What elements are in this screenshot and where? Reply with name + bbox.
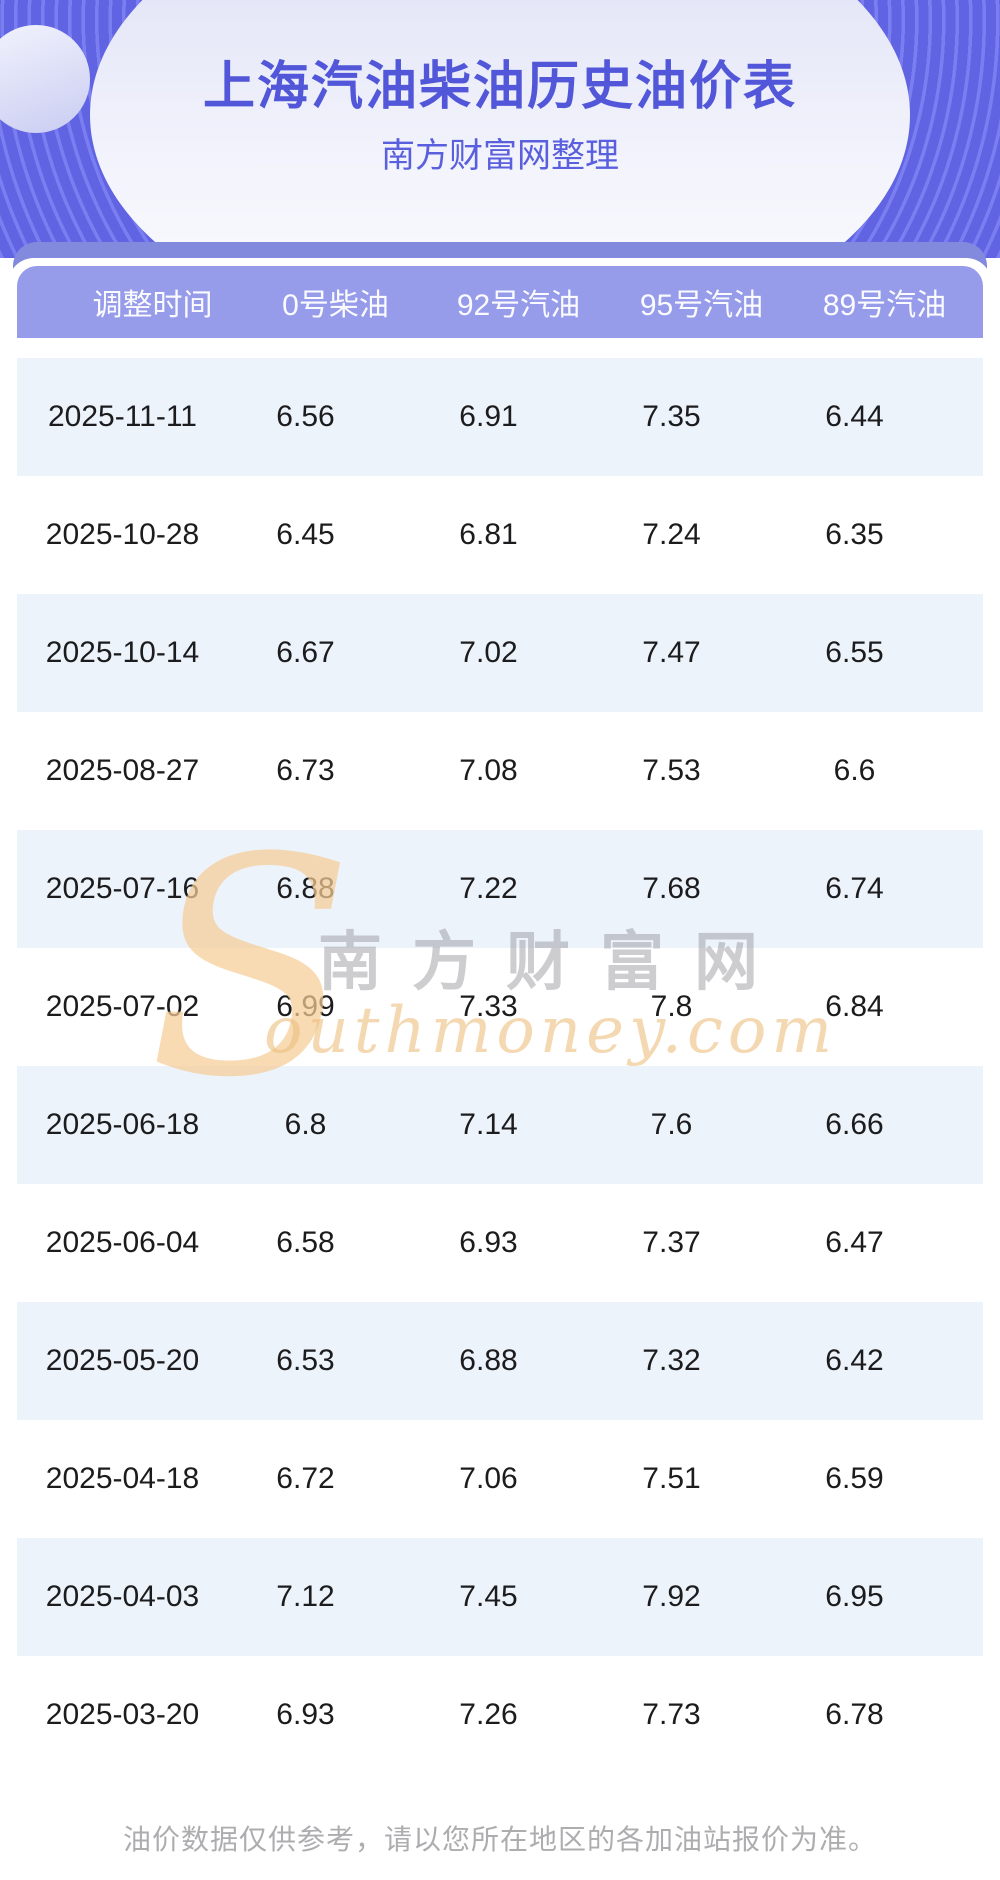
page-title: 上海汽油柴油历史油价表 [202, 58, 797, 116]
cell-price: 7.53 [642, 754, 701, 787]
cell-price: 6.67 [276, 636, 335, 669]
cell-price: 7.92 [642, 1580, 701, 1613]
cell-price: 6.47 [825, 1226, 884, 1259]
cell-price: 7.37 [642, 1226, 701, 1259]
cell-price: 6.35 [825, 518, 884, 551]
cell-date: 2025-10-14 [45, 636, 200, 669]
cell-price: 6.88 [459, 1344, 518, 1377]
cell-price: 6.88 [276, 872, 335, 905]
table-row: 2025-07-16 6.88 7.22 7.68 6.74 [17, 830, 983, 948]
cell-price: 7.45 [459, 1580, 518, 1613]
cell-price: 6.55 [825, 636, 884, 669]
cell-price: 7.14 [459, 1108, 518, 1141]
column-header: 0号柴油 [282, 289, 389, 322]
price-table-card: 调整时间 0号柴油 92号汽油 95号汽油 89号汽油 2025-11-11 6.56 6.… [8, 258, 992, 1880]
cell-price: 6.56 [276, 400, 335, 433]
cell-price: 6.53 [276, 1344, 335, 1377]
cell-price: 7.68 [642, 872, 701, 905]
cell-date: 2025-07-02 [45, 990, 200, 1023]
cell-date: 2025-04-03 [45, 1580, 200, 1613]
table-row: 2025-11-11 6.56 6.91 7.35 6.44 [17, 358, 983, 476]
cell-date: 2025-08-27 [45, 754, 200, 787]
cell-price: 7.47 [642, 636, 701, 669]
cell-price: 6.8 [284, 1108, 327, 1141]
cell-price: 7.08 [459, 754, 518, 787]
cell-price: 6.95 [825, 1580, 884, 1613]
cell-price: 7.12 [276, 1580, 335, 1613]
cell-date: 2025-07-16 [45, 872, 200, 905]
cell-price: 6.58 [276, 1226, 335, 1259]
cell-price: 7.33 [459, 990, 518, 1023]
cell-price: 7.02 [459, 636, 518, 669]
table-row: 2025-04-03 7.12 7.45 7.92 6.95 [17, 1538, 983, 1656]
table-row: 2025-04-18 6.72 7.06 7.51 6.59 [17, 1420, 983, 1538]
cell-price: 6.6 [833, 754, 876, 787]
cell-price: 6.44 [825, 400, 884, 433]
cell-price: 6.81 [459, 518, 518, 551]
cell-price: 6.72 [276, 1462, 335, 1495]
column-header: 95号汽油 [639, 289, 764, 322]
cell-price: 7.73 [642, 1698, 701, 1731]
cell-price: 7.22 [459, 872, 518, 905]
cell-price: 7.6 [650, 1108, 693, 1141]
table-row: 2025-08-27 6.73 7.08 7.53 6.6 [17, 712, 983, 830]
cell-price: 6.78 [825, 1698, 884, 1731]
cell-price: 6.73 [276, 754, 335, 787]
cell-date: 2025-05-20 [45, 1344, 200, 1377]
table-body: 2025-11-11 6.56 6.91 7.35 6.44 2025-10-28 6.45… [17, 358, 983, 1774]
cell-price: 7.26 [459, 1698, 518, 1731]
cell-price: 7.06 [459, 1462, 518, 1495]
column-header: 调整时间 [92, 289, 213, 322]
cell-price: 6.45 [276, 518, 335, 551]
table-row: 2025-07-02 6.99 7.33 7.8 6.84 [17, 948, 983, 1066]
cell-date: 2025-10-28 [45, 518, 200, 551]
cell-price: 6.99 [276, 990, 335, 1023]
cell-price: 6.84 [825, 990, 884, 1023]
page-subtitle: 南方财富网整理 [381, 137, 619, 175]
cell-price: 6.93 [276, 1698, 335, 1731]
cell-date: 2025-06-18 [45, 1108, 200, 1141]
cell-price: 7.32 [642, 1344, 701, 1377]
cell-price: 7.24 [642, 518, 701, 551]
cell-date: 2025-04-18 [45, 1462, 200, 1495]
table-row: 2025-03-20 6.93 7.26 7.73 6.78 [17, 1656, 983, 1774]
cell-price: 7.51 [642, 1462, 701, 1495]
column-header: 92号汽油 [456, 289, 581, 322]
cell-date: 2025-03-20 [45, 1698, 200, 1731]
table-row: 2025-06-18 6.8 7.14 7.6 6.66 [17, 1066, 983, 1184]
cell-price: 6.66 [825, 1108, 884, 1141]
table-row: 2025-10-28 6.45 6.81 7.24 6.35 [17, 476, 983, 594]
cell-price: 7.35 [642, 400, 701, 433]
column-header: 89号汽油 [822, 289, 947, 322]
cell-date: 2025-06-04 [45, 1226, 200, 1259]
cell-price: 6.91 [459, 400, 518, 433]
cell-price: 6.42 [825, 1344, 884, 1377]
table-header-row: 调整时间 0号柴油 92号汽油 95号汽油 89号汽油 [17, 266, 983, 338]
table-row: 2025-06-04 6.58 6.93 7.37 6.47 [17, 1184, 983, 1302]
cell-price: 6.59 [825, 1462, 884, 1495]
decorative-circle [0, 25, 90, 133]
disclaimer-text: 油价数据仅供参考，请以您所在地区的各加油站报价为准。 [122, 1824, 877, 1855]
cell-date: 2025-11-11 [47, 400, 197, 433]
cell-price: 6.93 [459, 1226, 518, 1259]
hero-background: 上海汽油柴油历史油价表 南方财富网整理 [0, 0, 1000, 350]
cell-price: 7.8 [650, 990, 693, 1023]
cell-price: 6.74 [825, 872, 884, 905]
table-row: 2025-10-14 6.67 7.02 7.47 6.55 [17, 594, 983, 712]
table-row: 2025-05-20 6.53 6.88 7.32 6.42 [17, 1302, 983, 1420]
